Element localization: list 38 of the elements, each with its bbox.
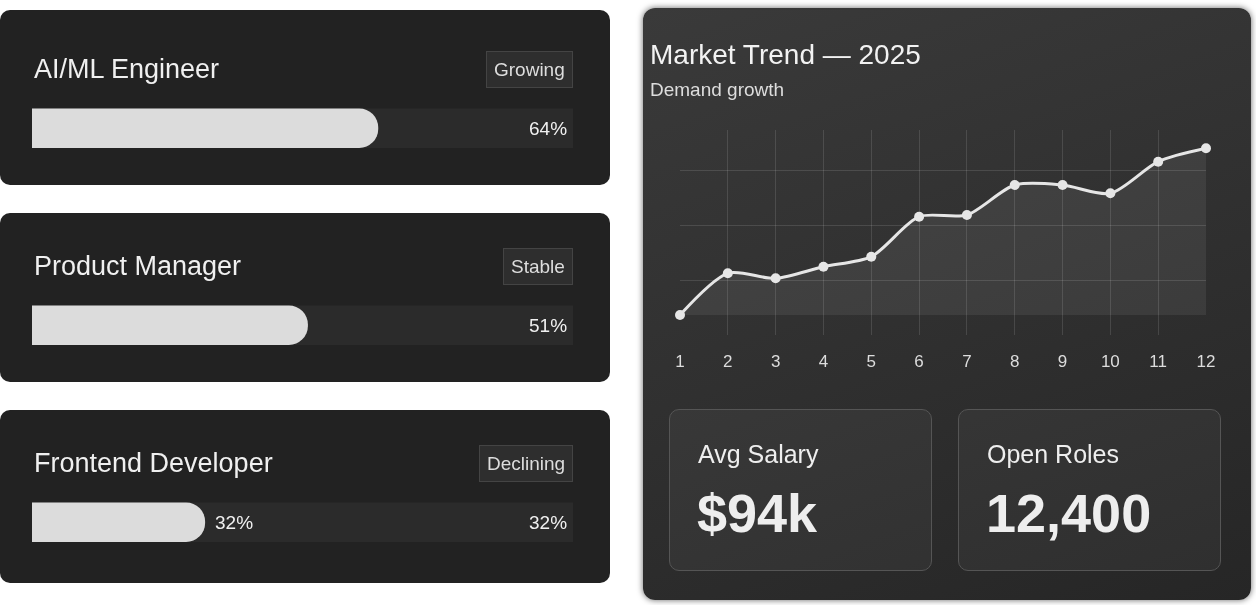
y-tick-label: Frontend Developer (34, 448, 273, 478)
point (675, 310, 685, 320)
x-tick-label: 3 (770, 352, 781, 371)
point (866, 251, 877, 262)
point (1105, 188, 1116, 199)
x-tick-label: 4 (818, 352, 829, 371)
x-tick-label: 11 (1149, 352, 1168, 371)
annotation: Declining (487, 453, 566, 474)
y-tick-label: Product Manager (34, 251, 242, 281)
point (818, 261, 829, 272)
y-tick-label: AI/ML Engineer (34, 54, 220, 84)
point (1153, 156, 1164, 167)
point (1201, 143, 1211, 154)
annotation: 32% (215, 512, 254, 533)
x-tick-label: 2 (723, 352, 733, 371)
annotation: Growing (494, 59, 565, 80)
x-tick-label: 1 (675, 352, 685, 371)
point (722, 268, 733, 279)
x-tick-label: 10 (1100, 352, 1120, 371)
chart-subtitle: Demand growth (650, 79, 785, 100)
x-tick-label: 8 (1010, 352, 1020, 371)
chart-title: Market Trend — 2025 (650, 39, 921, 70)
annotation: Stable (511, 256, 565, 277)
card: Open Roles 12,400 (958, 409, 1221, 571)
x-tick-label: 6 (914, 352, 924, 371)
point (914, 211, 925, 222)
point (1009, 180, 1020, 190)
point (770, 273, 781, 284)
card: Avg Salary $94k (669, 409, 932, 571)
data-label: 51% (529, 315, 568, 336)
point (961, 210, 972, 220)
x-tick-label: 5 (866, 352, 876, 371)
data-label: 64% (529, 118, 568, 139)
point (1057, 180, 1068, 190)
data-label: 32% (529, 512, 568, 533)
x-tick-label: 7 (962, 352, 972, 371)
x-tick-label: 12 (1196, 352, 1216, 371)
x-tick-label: 9 (1057, 352, 1068, 371)
